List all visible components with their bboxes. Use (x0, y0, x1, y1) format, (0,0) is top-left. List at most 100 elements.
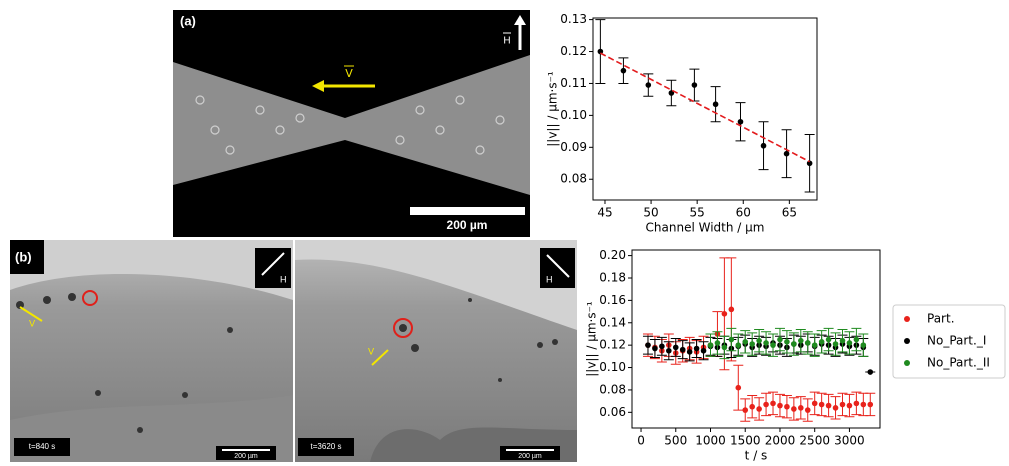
data-point (798, 338, 804, 344)
data-point (777, 337, 783, 343)
data-point (798, 405, 804, 411)
data-point (791, 341, 797, 347)
data-point (805, 340, 811, 346)
y-tick-label: 0.12 (599, 338, 626, 352)
x-tick-label: 55 (690, 206, 705, 220)
y-tick-label: 0.18 (599, 270, 626, 284)
x-tick-label: 2500 (799, 434, 830, 448)
legend-label: No_Part._I (927, 334, 986, 348)
data-point (756, 338, 762, 344)
data-point (756, 406, 762, 412)
field-label: H (546, 274, 553, 284)
x-tick-label: 3000 (834, 434, 865, 448)
time-label: t=3620 s (311, 442, 342, 451)
data-point (867, 369, 873, 375)
data-point (770, 342, 776, 348)
data-point (847, 340, 853, 346)
y-tick-label: 0.06 (599, 405, 626, 419)
data-point (722, 311, 728, 317)
x-tick-label: 60 (736, 206, 751, 220)
data-point (715, 340, 721, 346)
data-point (784, 151, 790, 157)
data-point (761, 143, 767, 149)
data-point (646, 82, 652, 88)
y-tick-label: 0.16 (599, 293, 626, 307)
data-point (722, 345, 728, 351)
y-tick-label: 0.11 (560, 76, 587, 90)
y-tick-label: 0.08 (599, 382, 626, 396)
x-tick-label: 1500 (730, 434, 761, 448)
micrograph-b-left: V (b) H t=840 s 200 µm (10, 240, 293, 462)
legend: Part. No_Part._I No_Part._II (893, 305, 1005, 378)
data-point (738, 119, 744, 125)
data-point (621, 68, 627, 74)
scale-label: 200 µm (518, 453, 542, 460)
data-point (729, 307, 735, 313)
x-tick-label: 50 (643, 206, 658, 220)
y-tick-label: 0.08 (560, 172, 587, 186)
data-point (729, 337, 735, 343)
data-point (826, 403, 832, 409)
scale-label: 200 µm (447, 218, 488, 232)
data-point (659, 343, 665, 349)
legend-label: Part. (927, 312, 955, 326)
y-tick-label: 0.14 (599, 315, 626, 329)
micrograph-b-right: V H t=3620 s 200 µm (295, 240, 577, 462)
data-point (854, 337, 860, 343)
time-label: t=840 s (29, 442, 55, 451)
data-point (763, 402, 769, 408)
data-point (861, 402, 867, 408)
data-point (833, 341, 839, 347)
field-label: H (503, 36, 510, 47)
data-point (701, 348, 707, 354)
data-point (673, 345, 679, 351)
plot-frame (593, 18, 817, 200)
velocity-label: V (29, 320, 36, 330)
y-tick-label: 0.13 (560, 12, 587, 26)
data-point (687, 349, 693, 355)
fit-line (600, 53, 809, 162)
data-point (867, 402, 873, 408)
data-point (666, 348, 672, 354)
data-point (770, 401, 776, 407)
legend-label: No_Part._II (927, 356, 990, 370)
data-point (833, 405, 839, 411)
legend-marker (904, 316, 910, 322)
velocity-label: V (345, 67, 353, 80)
data-point (861, 342, 867, 348)
x-tick-label: 0 (637, 434, 645, 448)
data-point (735, 342, 741, 348)
data-point (708, 342, 714, 348)
x-tick-label: 45 (597, 206, 612, 220)
data-point (645, 342, 651, 348)
data-point (847, 403, 853, 409)
data-point (652, 346, 658, 352)
data-point (812, 401, 818, 407)
data-point (694, 346, 700, 352)
x-tick-label: 2000 (765, 434, 796, 448)
data-point (784, 404, 790, 410)
data-point (735, 385, 741, 391)
legend-marker (904, 338, 910, 344)
y-axis-label: ||v|| / µm·s⁻¹ (546, 71, 560, 147)
data-point (742, 339, 748, 345)
data-point (791, 406, 797, 412)
panel-label: (a) (180, 13, 196, 28)
x-tick-label: 1000 (695, 434, 726, 448)
data-point (840, 338, 846, 344)
data-point (692, 82, 698, 88)
y-tick-label: 0.10 (560, 108, 587, 122)
figure: V H (a) 200 µm V (b) H t=840 s 200 µm (0, 0, 1009, 466)
data-point (854, 401, 860, 407)
y-tick-label: 0.09 (560, 140, 587, 154)
x-axis-label: Channel Width / µm (646, 221, 765, 235)
data-point (805, 407, 811, 413)
panel-label: (b) (15, 249, 32, 264)
data-point (784, 339, 790, 345)
data-point (812, 342, 818, 348)
data-point (713, 101, 719, 107)
y-tick-label: 0.12 (560, 44, 587, 58)
data-point (749, 341, 755, 347)
scale-label: 200 µm (234, 453, 258, 460)
y-tick-label: 0.20 (599, 248, 626, 262)
